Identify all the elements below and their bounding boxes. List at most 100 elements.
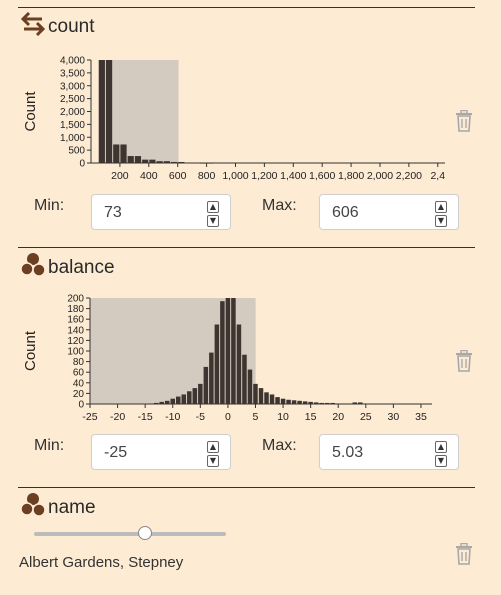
count-bar bbox=[128, 156, 134, 163]
name-panel-header: name bbox=[20, 492, 96, 523]
balance-x-tick-label: 35 bbox=[415, 411, 427, 423]
count-bar bbox=[120, 144, 126, 163]
count-panel-title: count bbox=[48, 16, 94, 38]
balance-bar bbox=[253, 384, 258, 404]
count-x-tick-label: 1,400 bbox=[280, 170, 306, 182]
name-value-text: Albert Gardens, Stepney bbox=[19, 554, 183, 571]
balance-y-tick-label: 0 bbox=[78, 400, 84, 411]
balance-x-tick-label: 20 bbox=[332, 411, 344, 423]
trash-icon bbox=[455, 119, 473, 136]
balance-x-tick-label: 25 bbox=[360, 411, 372, 423]
balance-max-input[interactable]: 5.03 ▲ ▼ bbox=[319, 434, 459, 470]
balance-bar bbox=[220, 301, 225, 404]
count-x-tick-label: 800 bbox=[198, 170, 216, 182]
name-delete-button[interactable] bbox=[455, 543, 473, 565]
count-selection-brush bbox=[102, 60, 179, 163]
balance-min-input[interactable]: -25 ▲ ▼ bbox=[91, 434, 231, 470]
balance-bar bbox=[182, 394, 187, 404]
count-bar bbox=[135, 156, 141, 163]
balance-bar bbox=[193, 388, 198, 404]
divider-balance bbox=[18, 247, 475, 248]
count-y-tick-label: 2,500 bbox=[60, 94, 85, 105]
balance-bar bbox=[281, 399, 286, 404]
swap-arrows-icon bbox=[20, 12, 46, 41]
balance-delete-button[interactable] bbox=[455, 350, 473, 372]
balance-x-tick-label: 0 bbox=[225, 411, 231, 423]
count-y-tick-label: 0 bbox=[79, 159, 85, 170]
balance-y-tick-label: 100 bbox=[67, 347, 84, 358]
balance-min-value: -25 bbox=[104, 444, 127, 462]
spin-up-icon[interactable]: ▲ bbox=[435, 441, 447, 453]
count-min-spinner[interactable]: ▲ ▼ bbox=[207, 201, 219, 225]
balance-x-tick-label: -10 bbox=[165, 411, 180, 423]
balance-bar bbox=[231, 298, 236, 404]
balance-selection-brush bbox=[90, 298, 256, 404]
name-slider-thumb[interactable] bbox=[138, 526, 152, 540]
count-max-spinner[interactable]: ▲ ▼ bbox=[435, 201, 447, 225]
balance-panel-title: balance bbox=[48, 257, 115, 279]
count-y-axis-label: Count bbox=[22, 91, 39, 132]
balance-max-spinner[interactable]: ▲ ▼ bbox=[435, 441, 447, 465]
spin-up-icon[interactable]: ▲ bbox=[207, 201, 219, 213]
balance-y-tick-label: 60 bbox=[73, 368, 85, 379]
balance-y-tick-label: 120 bbox=[67, 336, 84, 347]
spin-down-icon[interactable]: ▼ bbox=[435, 455, 447, 467]
balance-y-tick-label: 40 bbox=[73, 378, 85, 389]
balance-bar bbox=[187, 391, 192, 404]
balance-min-spinner[interactable]: ▲ ▼ bbox=[207, 441, 219, 465]
count-max-input[interactable]: 606 ▲ ▼ bbox=[319, 194, 459, 230]
count-max-value: 606 bbox=[332, 204, 359, 222]
balance-y-tick-label: 160 bbox=[67, 315, 84, 326]
balance-y-tick-label: 80 bbox=[73, 357, 85, 368]
trash-icon bbox=[455, 359, 473, 376]
count-y-tick-label: 500 bbox=[68, 146, 85, 157]
balance-bar bbox=[286, 400, 291, 404]
balance-max-value: 5.03 bbox=[332, 444, 363, 462]
balance-bar bbox=[264, 392, 269, 404]
balance-x-tick-label: 30 bbox=[388, 411, 400, 423]
balance-bar bbox=[176, 397, 181, 404]
spin-down-icon[interactable]: ▼ bbox=[435, 215, 447, 227]
count-bar bbox=[149, 160, 155, 163]
count-y-tick-label: 1,000 bbox=[60, 133, 85, 144]
count-y-tick-label: 1,500 bbox=[60, 120, 85, 131]
count-max-label: Max: bbox=[262, 197, 297, 215]
spin-up-icon[interactable]: ▲ bbox=[435, 201, 447, 213]
balance-y-tick-label: 20 bbox=[73, 389, 85, 400]
balance-x-tick-label: -15 bbox=[138, 411, 153, 423]
balance-x-tick-label: -25 bbox=[82, 411, 97, 423]
balance-x-tick-label: 10 bbox=[277, 411, 289, 423]
count-x-tick-label: 1,800 bbox=[338, 170, 364, 182]
balance-bar bbox=[226, 298, 231, 404]
balance-min-label: Min: bbox=[34, 437, 64, 455]
count-x-tick-label: 1,600 bbox=[309, 170, 335, 182]
name-slider-track[interactable] bbox=[34, 532, 226, 536]
count-panel-header: count bbox=[20, 12, 94, 41]
count-bar bbox=[142, 160, 148, 163]
count-x-tick-label: 2,4 bbox=[430, 170, 445, 182]
count-bar bbox=[113, 144, 119, 163]
name-panel-title: name bbox=[48, 497, 96, 519]
trash-icon bbox=[455, 552, 473, 569]
count-delete-button[interactable] bbox=[455, 110, 473, 132]
count-min-input[interactable]: 73 ▲ ▼ bbox=[91, 194, 231, 230]
count-x-tick-label: 2,200 bbox=[396, 170, 422, 182]
count-x-tick-label: 1,000 bbox=[222, 170, 248, 182]
balance-bar bbox=[237, 325, 242, 405]
balance-bar bbox=[292, 400, 297, 404]
spin-up-icon[interactable]: ▲ bbox=[207, 441, 219, 453]
spin-down-icon[interactable]: ▼ bbox=[207, 215, 219, 227]
count-x-tick-label: 600 bbox=[169, 170, 187, 182]
divider-top bbox=[18, 7, 475, 8]
spin-down-icon[interactable]: ▼ bbox=[207, 455, 219, 467]
count-x-tick-label: 400 bbox=[140, 170, 158, 182]
count-y-tick-label: 3,000 bbox=[60, 81, 85, 92]
count-y-tick-label: 2,000 bbox=[60, 107, 85, 118]
balance-x-tick-label: -20 bbox=[110, 411, 125, 423]
balance-max-label: Max: bbox=[262, 437, 297, 455]
count-x-tick-label: 1,200 bbox=[251, 170, 277, 182]
coins-icon bbox=[20, 252, 46, 283]
balance-y-tick-label: 140 bbox=[67, 325, 84, 336]
